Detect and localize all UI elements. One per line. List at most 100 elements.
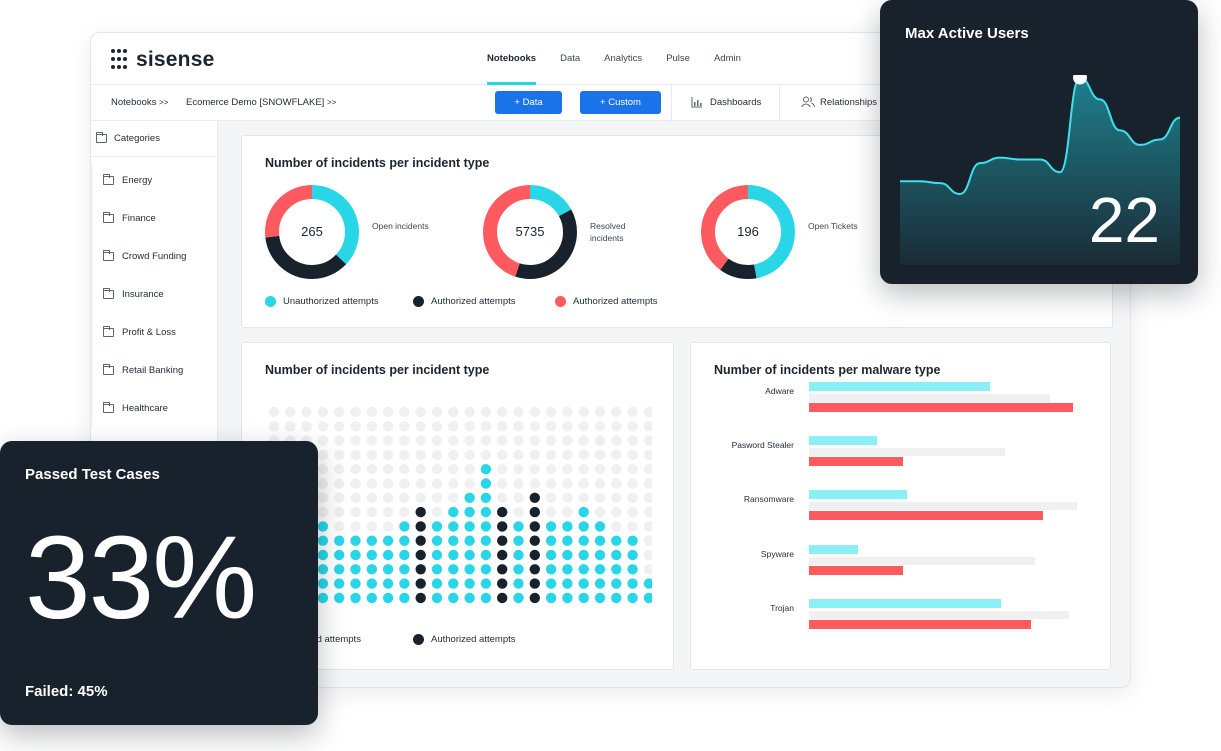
- nav-analytics[interactable]: Analytics: [604, 53, 643, 64]
- dot-cyan: [334, 578, 345, 589]
- dot-cyan: [562, 549, 573, 561]
- sidebar-item-energy[interactable]: Energy: [91, 162, 217, 200]
- dot-empty: [562, 435, 573, 446]
- dot-empty: [497, 464, 508, 475]
- bar-grey[interactable]: [809, 394, 1051, 402]
- dot-empty: [594, 406, 606, 418]
- dot-empty: [643, 492, 652, 503]
- dashboards-button[interactable]: Dashboards: [671, 85, 761, 121]
- sisense-logo[interactable]: sisense: [111, 48, 214, 72]
- dot-empty: [529, 421, 540, 432]
- breadcrumb-notebooks[interactable]: Notebooks >>: [111, 97, 169, 108]
- bar-grey[interactable]: [809, 448, 1006, 457]
- dot-empty: [545, 464, 557, 475]
- main-nav: Notebooks Data Analytics Pulse Admin: [487, 33, 741, 85]
- dot-empty: [431, 435, 443, 446]
- nav-pulse[interactable]: Pulse: [666, 53, 690, 64]
- sidebar-item-insurance[interactable]: Insurance: [91, 276, 217, 314]
- dot-cyan: [578, 592, 589, 604]
- peak-marker[interactable]: [1073, 75, 1087, 85]
- donut-segment-authorized-red[interactable]: [265, 185, 359, 279]
- donut-segment-authorized-red[interactable]: [483, 185, 577, 279]
- dot-empty: [334, 506, 345, 518]
- bar-red[interactable]: [809, 619, 1032, 629]
- dot-empty: [366, 449, 377, 461]
- donut-segment-authorized-dark[interactable]: [483, 185, 577, 279]
- bar-cyan[interactable]: [809, 544, 858, 554]
- dot-empty: [611, 464, 622, 475]
- dot-cyan: [513, 578, 524, 589]
- dot-empty: [334, 492, 345, 503]
- dark-dot-icon: [413, 296, 424, 307]
- bar-red[interactable]: [809, 565, 904, 575]
- bar-cyan[interactable]: [809, 382, 990, 391]
- dot-empty: [366, 435, 377, 446]
- dot-cyan: [399, 535, 410, 546]
- dot-empty: [366, 406, 377, 418]
- dot-empty: [594, 478, 606, 489]
- dot-cyan: [611, 592, 622, 604]
- dot-cyan: [562, 535, 573, 546]
- donut-chart-open-incidents[interactable]: [263, 183, 361, 281]
- folder-icon: [103, 212, 114, 223]
- dot-empty: [317, 464, 329, 475]
- active-users-area-chart[interactable]: [900, 75, 1180, 265]
- donut-segment-authorized-red[interactable]: [701, 185, 795, 279]
- add-custom-button[interactable]: + Custom: [580, 91, 661, 114]
- nav-notebooks[interactable]: Notebooks: [487, 33, 537, 85]
- sidebar-item-crowd-funding[interactable]: Crowd Funding: [91, 238, 217, 276]
- dot-empty: [317, 478, 329, 489]
- donut-segment-authorized-dark[interactable]: [701, 185, 795, 279]
- bar-grey[interactable]: [809, 502, 1077, 511]
- bar-cyan[interactable]: [809, 598, 1002, 608]
- dot-matrix-chart[interactable]: [262, 403, 652, 608]
- dot-dark: [415, 564, 426, 575]
- dot-empty: [513, 478, 524, 489]
- donut-chart-open-tickets[interactable]: [699, 183, 797, 281]
- donut-chart-resolved-incidents[interactable]: [481, 183, 579, 281]
- dot-empty: [627, 521, 638, 532]
- breadcrumb-ecomerce-demo[interactable]: Ecomerce Demo [SNOWFLAKE] >>: [186, 97, 337, 108]
- dot-cyan: [627, 564, 638, 575]
- bar-cyan[interactable]: [809, 490, 908, 500]
- categories-header[interactable]: Categories: [91, 121, 217, 157]
- donut-segment-authorized-dark[interactable]: [265, 185, 359, 279]
- dot-empty: [448, 464, 459, 475]
- nav-data[interactable]: Data: [560, 53, 581, 64]
- area-fill: [900, 77, 1180, 265]
- dot-empty: [285, 421, 296, 432]
- dot-cyan: [382, 535, 394, 546]
- users-icon: [801, 96, 815, 108]
- dot-cyan: [643, 592, 652, 604]
- dot-empty: [562, 506, 573, 518]
- dot-cyan: [480, 549, 492, 561]
- bar-red[interactable]: [809, 457, 904, 467]
- donut-value-resolved-incidents: 5735: [515, 224, 545, 239]
- relationships-button[interactable]: Relationships: [779, 85, 877, 121]
- bar-red[interactable]: [809, 403, 1073, 412]
- bar-grey[interactable]: [809, 610, 1070, 619]
- dot-empty: [529, 464, 540, 475]
- add-data-button[interactable]: + Data: [495, 91, 562, 114]
- bar-cyan[interactable]: [809, 436, 877, 446]
- sidebar-item-retail-banking[interactable]: Retail Banking: [91, 352, 217, 390]
- bar-red[interactable]: [809, 511, 1043, 521]
- malware-bar-chart[interactable]: Adware Pasword Stealer Ransomware Spyware Tr…: [691, 343, 1112, 671]
- dot-empty: [513, 506, 524, 518]
- dot-empty: [399, 478, 410, 489]
- dot-empty: [415, 421, 426, 432]
- sidebar-item-healthcare[interactable]: Healthcare: [91, 390, 217, 428]
- dot-cyan: [350, 578, 361, 589]
- dot-dark: [529, 521, 540, 532]
- bar-grey[interactable]: [809, 556, 1036, 565]
- sidebar-item-finance[interactable]: Finance: [91, 200, 217, 238]
- dot-empty: [513, 464, 524, 475]
- nav-admin[interactable]: Admin: [713, 53, 741, 64]
- dot-cyan: [317, 564, 329, 575]
- dot-cyan: [382, 592, 394, 604]
- dot-cyan: [594, 521, 606, 532]
- dot-empty: [366, 464, 377, 475]
- dot-cyan: [399, 592, 410, 604]
- bar-category-label: Ransomware: [743, 494, 794, 505]
- sidebar-item-profit-loss[interactable]: Profit & Loss: [91, 314, 217, 352]
